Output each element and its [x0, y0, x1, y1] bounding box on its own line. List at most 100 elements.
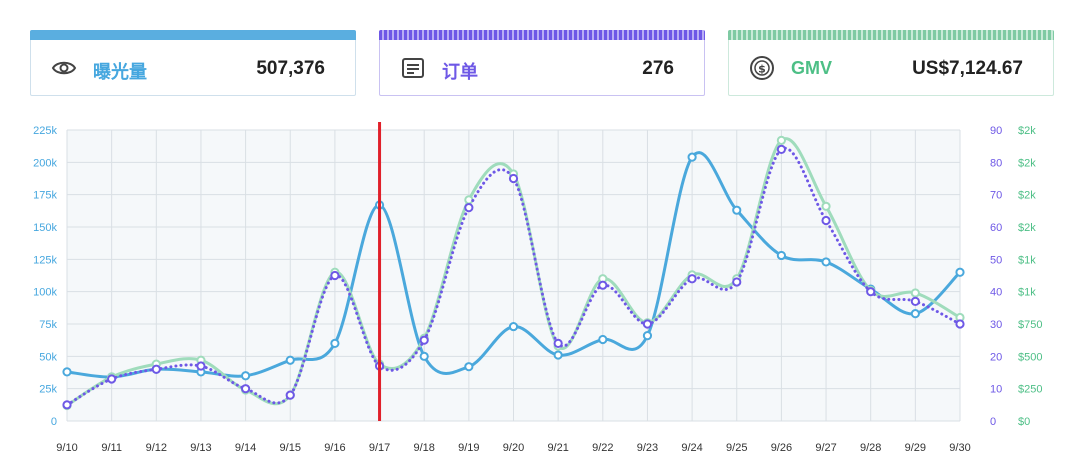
x-axis-tick-label: 9/28	[860, 442, 881, 454]
data-point	[419, 335, 429, 345]
x-axis-tick-label: 9/13	[190, 442, 211, 454]
data-point	[642, 331, 653, 341]
x-axis-tick-label: 9/30	[949, 442, 970, 454]
dollar-coin-icon: $	[750, 56, 774, 80]
left-axis-tick-label: 200k	[33, 157, 57, 169]
x-axis-tick-label: 9/10	[56, 442, 77, 454]
data-point	[62, 400, 72, 410]
data-point	[464, 195, 474, 205]
right-axis-gmv-tick-label: $1k	[1018, 254, 1036, 266]
x-axis-tick-label: 9/11	[101, 442, 122, 454]
right-axis-orders-tick-label: 90	[990, 125, 1002, 137]
left-axis-tick-label: 225k	[33, 125, 57, 137]
data-point	[598, 334, 608, 345]
right-axis-orders-tick-label: 40	[990, 287, 1002, 299]
x-axis-tick-label: 9/25	[726, 442, 747, 454]
right-axis-gmv-tick-label: $250	[1018, 384, 1042, 396]
data-point	[821, 201, 831, 211]
data-point	[642, 319, 653, 329]
right-axis-gmv-tick-label: $0	[1018, 416, 1030, 428]
data-point	[687, 274, 697, 284]
x-axis-tick-label: 9/27	[815, 442, 836, 454]
data-point	[196, 361, 206, 371]
data-point	[955, 267, 965, 277]
views-value: 507,376	[256, 58, 325, 79]
x-axis-tick-label: 9/22	[592, 442, 613, 454]
x-axis-tick-label: 9/17	[369, 442, 390, 454]
views-label: 曝光量	[93, 62, 147, 82]
orders-card-accent	[379, 30, 705, 40]
left-axis-tick-label: 125k	[33, 254, 57, 266]
x-axis-tick-label: 9/18	[413, 442, 434, 454]
left-axis-tick-label: 150k	[33, 222, 57, 234]
right-axis-gmv-tick-label: $2k	[1018, 222, 1036, 234]
data-point	[285, 390, 295, 400]
right-axis-gmv-tick-label: $1k	[1018, 287, 1036, 299]
left-axis-tick-label: 50k	[39, 351, 57, 363]
right-axis-orders-tick-label: 70	[990, 190, 1002, 202]
data-point	[241, 371, 251, 381]
orders-card[interactable]: 订单 276	[379, 30, 705, 96]
left-axis-tick-label: 100k	[33, 287, 57, 299]
gmv-value: US$7,124.67	[912, 58, 1023, 79]
data-point	[910, 309, 920, 319]
orders-value: 276	[642, 58, 674, 79]
data-point	[955, 319, 965, 329]
left-axis-tick-label: 175k	[33, 190, 57, 202]
data-point	[910, 296, 920, 306]
left-axis-tick-label: 0	[51, 416, 57, 428]
gmv-card[interactable]: $ GMV US$7,124.67	[728, 30, 1054, 96]
line-chart: 0 0 $0 25k 10 $250 50k 20 $500 75k 30 $750 100k 40 $1k…	[33, 122, 1042, 454]
data-point	[776, 144, 787, 155]
x-axis-tick-label: 9/29	[905, 442, 926, 454]
data-point	[598, 280, 608, 290]
right-axis-orders-tick-label: 20	[990, 351, 1002, 363]
orders-label: 订单	[442, 62, 478, 82]
right-axis-gmv-tick-label: $2k	[1018, 157, 1036, 169]
chart-axes: 0 0 $0 25k 10 $250 50k 20 $500 75k 30 $750 100k 40 $1k…	[33, 125, 1042, 454]
x-axis-tick-label: 9/23	[637, 442, 658, 454]
data-point	[419, 351, 429, 361]
data-point	[687, 152, 697, 162]
data-point	[866, 287, 876, 297]
data-point	[776, 250, 787, 261]
right-axis-orders-tick-label: 50	[990, 254, 1002, 266]
right-axis-orders-tick-label: 80	[990, 157, 1002, 169]
right-axis-gmv-tick-label: $2k	[1018, 190, 1036, 202]
right-axis-orders-tick-label: 10	[990, 384, 1002, 396]
left-axis-tick-label: 25k	[39, 384, 57, 396]
data-point	[464, 362, 474, 372]
data-point	[821, 215, 831, 226]
data-point	[508, 173, 519, 184]
data-point	[732, 205, 742, 215]
data-point	[553, 350, 563, 360]
left-axis-tick-label: 75k	[39, 319, 57, 331]
x-axis-tick-label: 9/15	[280, 442, 301, 454]
right-axis-orders-tick-label: 30	[990, 319, 1002, 331]
views-card[interactable]: 曝光量 507,376	[30, 30, 356, 96]
eye-icon	[51, 61, 77, 75]
data-point	[241, 384, 251, 394]
data-point	[62, 367, 72, 377]
x-axis-tick-label: 9/26	[771, 442, 792, 454]
gmv-label: GMV	[791, 58, 833, 78]
data-point	[330, 270, 340, 281]
data-point	[821, 257, 831, 267]
data-point	[464, 203, 474, 213]
x-axis-tick-label: 9/16	[324, 442, 345, 454]
data-point	[910, 288, 920, 298]
x-axis-tick-label: 9/20	[503, 442, 524, 454]
svg-text:$: $	[758, 63, 766, 76]
data-point	[553, 338, 563, 348]
data-point	[330, 338, 340, 348]
right-axis-gmv-tick-label: $750	[1018, 319, 1042, 331]
right-axis-orders-tick-label: 0	[990, 416, 996, 428]
x-axis-tick-label: 9/19	[458, 442, 479, 454]
receipt-icon	[402, 58, 424, 78]
x-axis-tick-label: 9/12	[146, 442, 167, 454]
x-axis-tick-label: 9/24	[681, 442, 702, 454]
data-point	[107, 374, 117, 384]
right-axis-gmv-tick-label: $500	[1018, 351, 1042, 363]
x-axis-tick-label: 9/21	[547, 442, 568, 454]
right-axis-gmv-tick-label: $2k	[1018, 125, 1036, 137]
